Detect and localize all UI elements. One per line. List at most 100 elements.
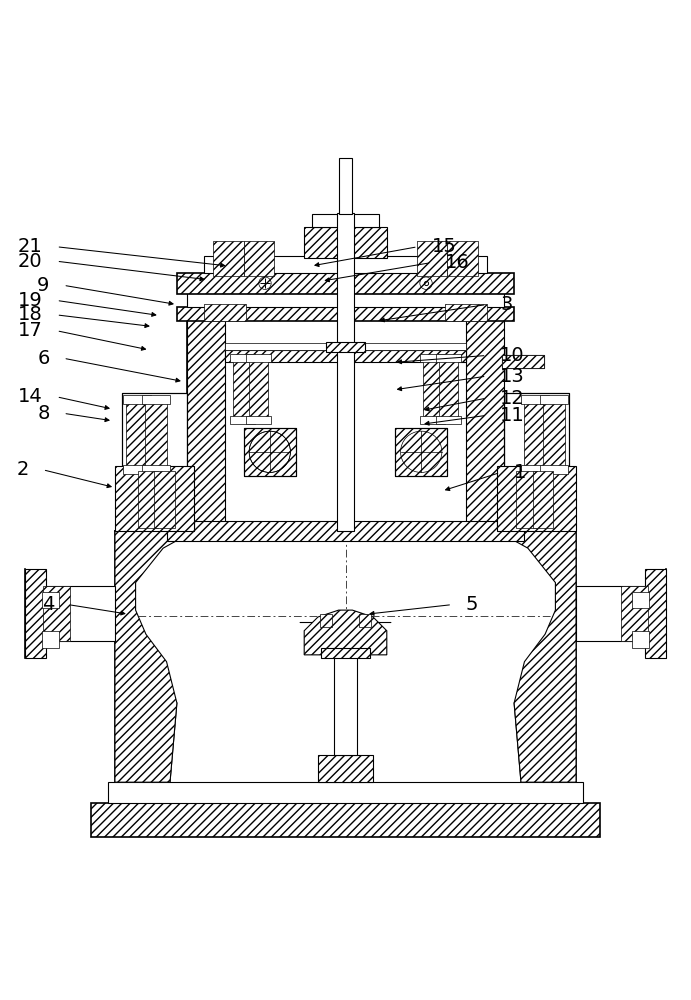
Bar xyxy=(205,256,486,273)
Bar xyxy=(543,402,565,470)
Bar xyxy=(540,395,568,404)
Text: 21: 21 xyxy=(18,237,43,256)
Text: 9: 9 xyxy=(37,276,50,295)
Bar xyxy=(244,428,296,476)
Text: 20: 20 xyxy=(18,252,43,271)
Polygon shape xyxy=(177,307,514,321)
Bar xyxy=(321,648,370,658)
Text: 11: 11 xyxy=(500,406,525,425)
Polygon shape xyxy=(43,586,115,641)
Polygon shape xyxy=(26,569,46,658)
Bar xyxy=(154,471,175,528)
Bar xyxy=(126,402,148,470)
Bar xyxy=(230,416,255,424)
Bar xyxy=(247,416,271,424)
Bar xyxy=(533,471,553,528)
Bar xyxy=(177,273,514,294)
Bar xyxy=(504,393,569,472)
Bar xyxy=(142,395,170,404)
Text: 6: 6 xyxy=(37,349,50,368)
Polygon shape xyxy=(445,304,486,321)
Bar xyxy=(632,631,649,648)
Bar xyxy=(230,354,255,362)
Bar xyxy=(417,241,447,276)
Text: 13: 13 xyxy=(500,367,525,386)
Text: 15: 15 xyxy=(431,237,456,256)
Bar xyxy=(312,214,379,227)
Text: 4: 4 xyxy=(42,595,55,614)
Polygon shape xyxy=(108,782,583,803)
Text: 5: 5 xyxy=(466,595,478,614)
Polygon shape xyxy=(43,586,70,641)
Bar xyxy=(334,651,357,755)
Bar xyxy=(122,393,187,472)
Bar xyxy=(187,292,504,307)
Bar xyxy=(214,241,244,276)
Text: 19: 19 xyxy=(18,291,43,310)
Bar xyxy=(420,416,444,424)
Bar xyxy=(123,395,151,404)
Bar xyxy=(524,402,546,470)
Bar xyxy=(244,428,296,476)
Bar xyxy=(233,359,252,421)
Bar xyxy=(439,359,458,421)
Text: 1: 1 xyxy=(514,463,527,482)
Text: 17: 17 xyxy=(18,321,43,340)
Bar xyxy=(395,428,447,476)
Text: 3: 3 xyxy=(500,295,513,314)
Bar xyxy=(249,359,268,421)
Polygon shape xyxy=(621,586,648,641)
Bar xyxy=(247,354,271,362)
Polygon shape xyxy=(359,614,371,627)
Text: 18: 18 xyxy=(18,305,43,324)
Polygon shape xyxy=(576,586,648,641)
Bar xyxy=(395,428,447,476)
Bar xyxy=(187,311,225,531)
Bar xyxy=(304,227,387,258)
Bar xyxy=(145,402,167,470)
Polygon shape xyxy=(115,531,194,782)
Bar xyxy=(540,465,568,474)
Bar xyxy=(436,354,461,362)
Bar xyxy=(122,393,187,472)
Bar xyxy=(187,311,504,531)
Bar xyxy=(497,466,576,531)
Bar xyxy=(225,343,466,350)
Text: 14: 14 xyxy=(18,387,43,406)
Bar xyxy=(521,465,549,474)
Bar xyxy=(142,465,170,474)
Bar xyxy=(502,355,544,368)
Bar xyxy=(123,465,151,474)
Bar xyxy=(504,393,569,472)
Bar xyxy=(423,359,442,421)
Text: 12: 12 xyxy=(500,389,525,408)
Polygon shape xyxy=(167,521,524,541)
Bar xyxy=(502,355,544,368)
Bar xyxy=(326,342,365,352)
Polygon shape xyxy=(497,531,576,782)
Text: 16: 16 xyxy=(445,253,470,272)
Bar xyxy=(420,354,444,362)
Bar xyxy=(436,416,461,424)
Bar xyxy=(516,471,537,528)
Text: 10: 10 xyxy=(500,346,525,365)
Polygon shape xyxy=(205,304,246,321)
Polygon shape xyxy=(91,803,600,837)
Bar xyxy=(337,213,354,531)
Bar xyxy=(466,311,504,531)
Bar xyxy=(447,241,477,276)
Bar xyxy=(521,395,549,404)
Bar xyxy=(339,158,352,214)
Text: 8: 8 xyxy=(37,404,50,423)
Polygon shape xyxy=(304,610,387,655)
Polygon shape xyxy=(318,755,373,782)
Bar xyxy=(244,241,274,276)
Bar xyxy=(138,471,158,528)
Bar xyxy=(225,350,466,362)
Bar xyxy=(115,466,194,531)
Bar xyxy=(632,592,649,608)
Text: 2: 2 xyxy=(17,460,29,479)
Bar xyxy=(42,592,59,608)
Bar xyxy=(42,631,59,648)
Polygon shape xyxy=(645,569,665,658)
